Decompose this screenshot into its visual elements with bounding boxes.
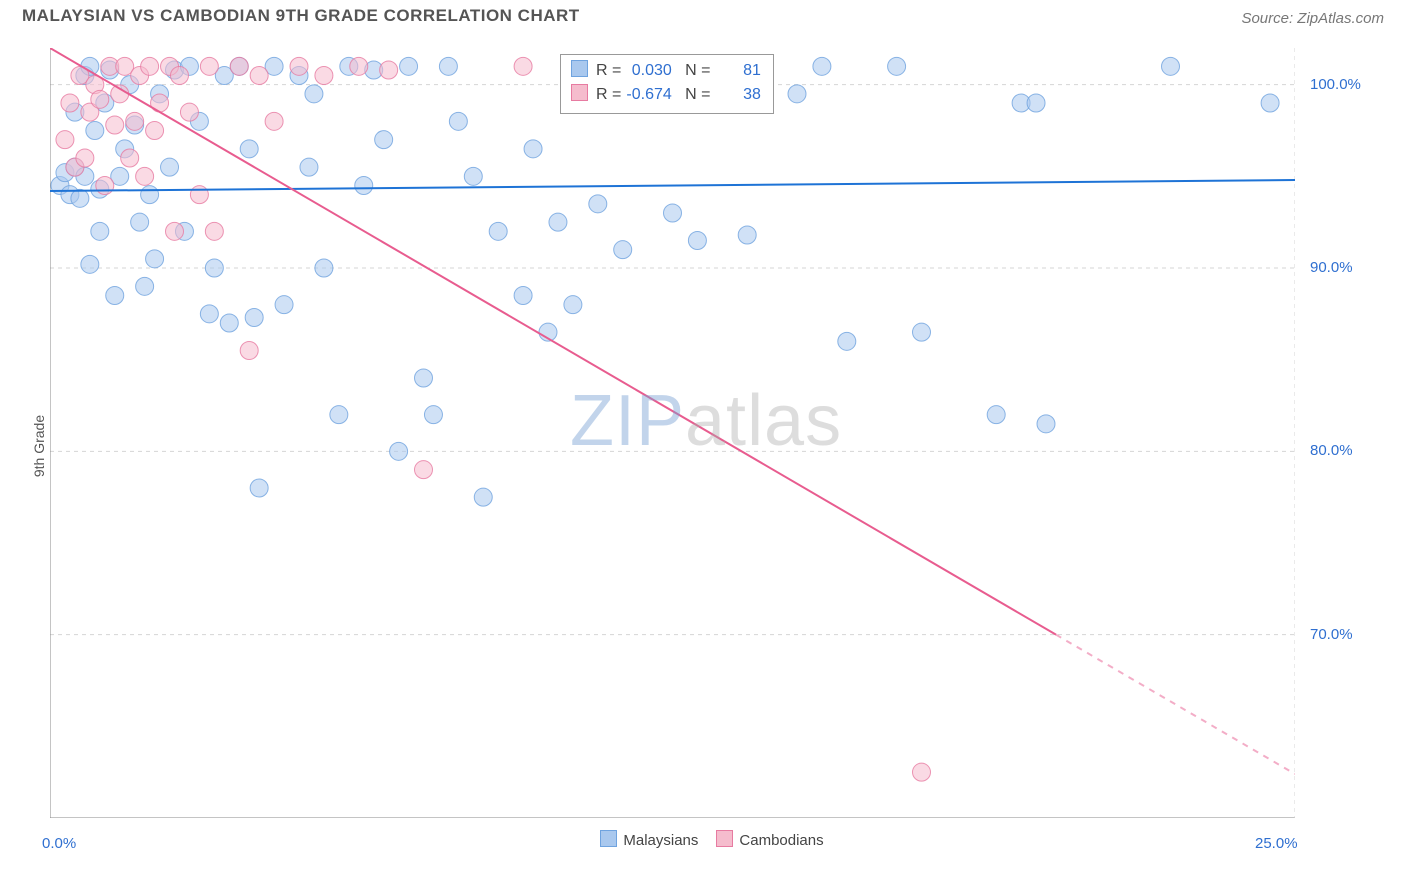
stats-row-malaysians: R = 0.030 N = 81: [571, 59, 761, 83]
y-axis-tick-labels: 70.0% 80.0% 90.0% 100.0%: [1310, 48, 1390, 818]
legend-swatch-icon: [600, 830, 617, 847]
legend-label: Malaysians: [623, 832, 698, 849]
y-tick-label: 80.0%: [1310, 442, 1353, 459]
y-tick-label: 100.0%: [1310, 76, 1361, 93]
legend-swatch-icon: [716, 830, 733, 847]
stats-legend-box: R = 0.030 N = 81R = -0.674 N = 38: [560, 54, 774, 114]
y-tick-label: 90.0%: [1310, 259, 1353, 276]
chart-title: MALAYSIAN VS CAMBODIAN 9TH GRADE CORRELA…: [22, 6, 580, 26]
legend-swatch-icon: [571, 60, 588, 77]
source-attribution: Source: ZipAtlas.com: [1241, 10, 1384, 27]
legend-swatch-icon: [571, 84, 588, 101]
y-axis-label: 9th Grade: [31, 415, 47, 477]
legend-bottom: Malaysians Cambodians: [0, 830, 1406, 849]
y-tick-label: 70.0%: [1310, 626, 1353, 643]
stat-r-value: 0.030: [626, 59, 672, 83]
legend-label: Cambodians: [739, 832, 823, 849]
stats-row-cambodians: R = -0.674 N = 38: [571, 83, 761, 107]
stat-n-value: 38: [715, 83, 761, 107]
stat-r-value: -0.674: [626, 83, 672, 107]
stat-n-value: 81: [715, 59, 761, 83]
chart-plot-area: [50, 48, 1295, 818]
